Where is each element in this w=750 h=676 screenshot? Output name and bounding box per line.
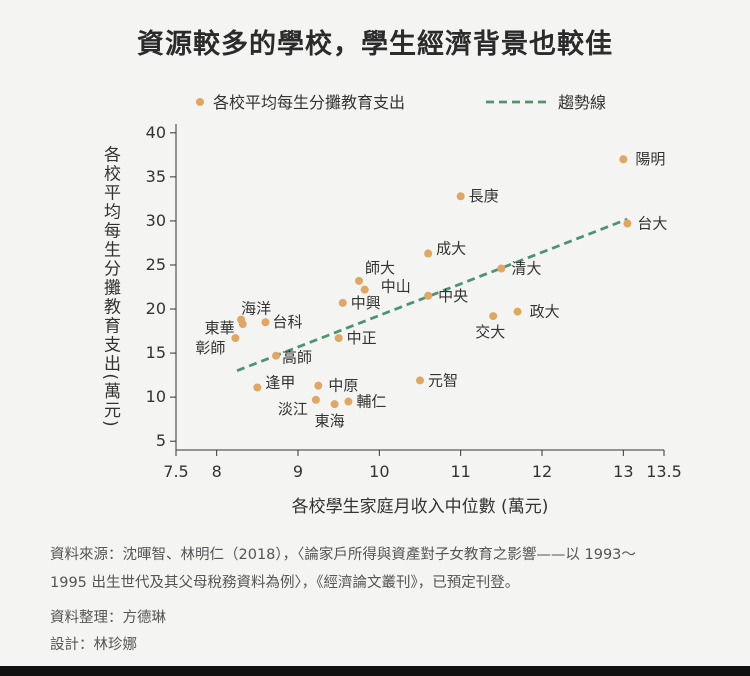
data-point xyxy=(355,276,363,285)
chart-title: 資源較多的學校，學生經濟背景也較佳 xyxy=(137,29,613,60)
chart-canvas: 5 10 15 20 25 30 35 40 7.5 8 9 10 11 12 13 13.5 各校學生家庭月收… xyxy=(100,93,682,517)
x-tick-label: 13.5 xyxy=(646,462,682,481)
point-label: 台大 xyxy=(637,215,667,233)
legend-label-expenditure: 各校平均每生分攤教育支出 xyxy=(213,93,405,112)
point-label: 逢甲 xyxy=(265,373,295,391)
x-tick-label: 7.5 xyxy=(163,462,188,481)
data-point xyxy=(330,400,339,409)
x-tick-label: 10 xyxy=(369,462,389,481)
data-point xyxy=(416,376,424,385)
point-label: 高師 xyxy=(282,349,312,367)
y-tick-label: 35 xyxy=(146,167,166,186)
legend-dot-marker xyxy=(196,98,204,106)
data-point xyxy=(261,318,270,327)
x-tick-label: 11 xyxy=(450,462,470,481)
data-point xyxy=(311,395,320,404)
data-point xyxy=(334,334,343,343)
point-label: 中原 xyxy=(328,377,358,395)
data-point xyxy=(456,192,465,201)
point-label: 中山 xyxy=(381,278,411,296)
point-label: 長庚 xyxy=(469,187,499,205)
point-label: 輔仁 xyxy=(356,393,386,411)
data-point xyxy=(360,285,369,294)
point-label: 中央 xyxy=(438,287,468,305)
data-point xyxy=(344,397,353,406)
data-point xyxy=(272,351,281,360)
point-label: 陽明 xyxy=(635,150,665,168)
point-label: 中正 xyxy=(347,329,377,347)
point-label: 台科 xyxy=(272,313,302,331)
point-label: 元智 xyxy=(428,371,458,389)
y-axis-title: 各校平均每生分攤教育支出(萬元) xyxy=(100,145,121,428)
point-label: 成大 xyxy=(436,240,466,258)
data-point xyxy=(338,298,347,307)
data-point xyxy=(253,383,262,392)
point-label: 海洋 xyxy=(241,300,271,318)
point-label: 交大 xyxy=(475,323,505,341)
data-point xyxy=(619,155,628,164)
source-line-1: 資料來源：沈暉智、林明仁（2018），〈論家戶所得與資產對子女教育之影響——以 … xyxy=(50,547,636,563)
compiled-by: 資料整理：方德琳 xyxy=(50,610,166,626)
y-tick-label: 10 xyxy=(146,387,166,406)
y-tick-label: 40 xyxy=(146,123,166,142)
y-tick-label: 20 xyxy=(146,299,166,318)
point-label: 淡江 xyxy=(278,400,308,418)
y-tick-label: 25 xyxy=(146,255,166,274)
bottom-bar xyxy=(0,666,750,676)
point-label: 東海 xyxy=(315,412,345,430)
data-point xyxy=(497,264,506,273)
data-point xyxy=(231,334,240,343)
data-point xyxy=(513,307,522,316)
point-label: 彰師 xyxy=(195,339,225,357)
x-tick-label: 9 xyxy=(293,462,303,481)
source-line-2: 1995 出生世代及其父母稅務資料為例〉，《經濟論文叢刊》，已預定刊登。 xyxy=(50,575,520,591)
point-label: 清大 xyxy=(511,259,541,277)
point-label: 中興 xyxy=(351,294,381,312)
data-point xyxy=(424,291,433,300)
x-tick-label: 12 xyxy=(532,462,552,481)
trend-line xyxy=(236,217,628,373)
x-tick-label: 8 xyxy=(212,462,222,481)
x-axis-title: 各校學生家庭月收入中位數 (萬元) xyxy=(292,497,549,517)
y-tick-label: 30 xyxy=(146,211,166,230)
data-point xyxy=(314,381,323,390)
data-point xyxy=(489,312,498,321)
x-tick-label: 13 xyxy=(613,462,633,481)
data-point xyxy=(424,249,433,258)
data-point xyxy=(623,219,632,228)
point-label: 師大 xyxy=(365,259,395,277)
data-point xyxy=(238,320,247,329)
point-label: 政大 xyxy=(530,303,560,321)
y-tick-label: 5 xyxy=(156,431,166,450)
point-label: 東華 xyxy=(205,319,235,337)
y-tick-label: 15 xyxy=(146,343,166,362)
designed-by: 設計：林珍娜 xyxy=(50,637,137,653)
legend-label-trend: 趨勢線 xyxy=(558,93,606,112)
